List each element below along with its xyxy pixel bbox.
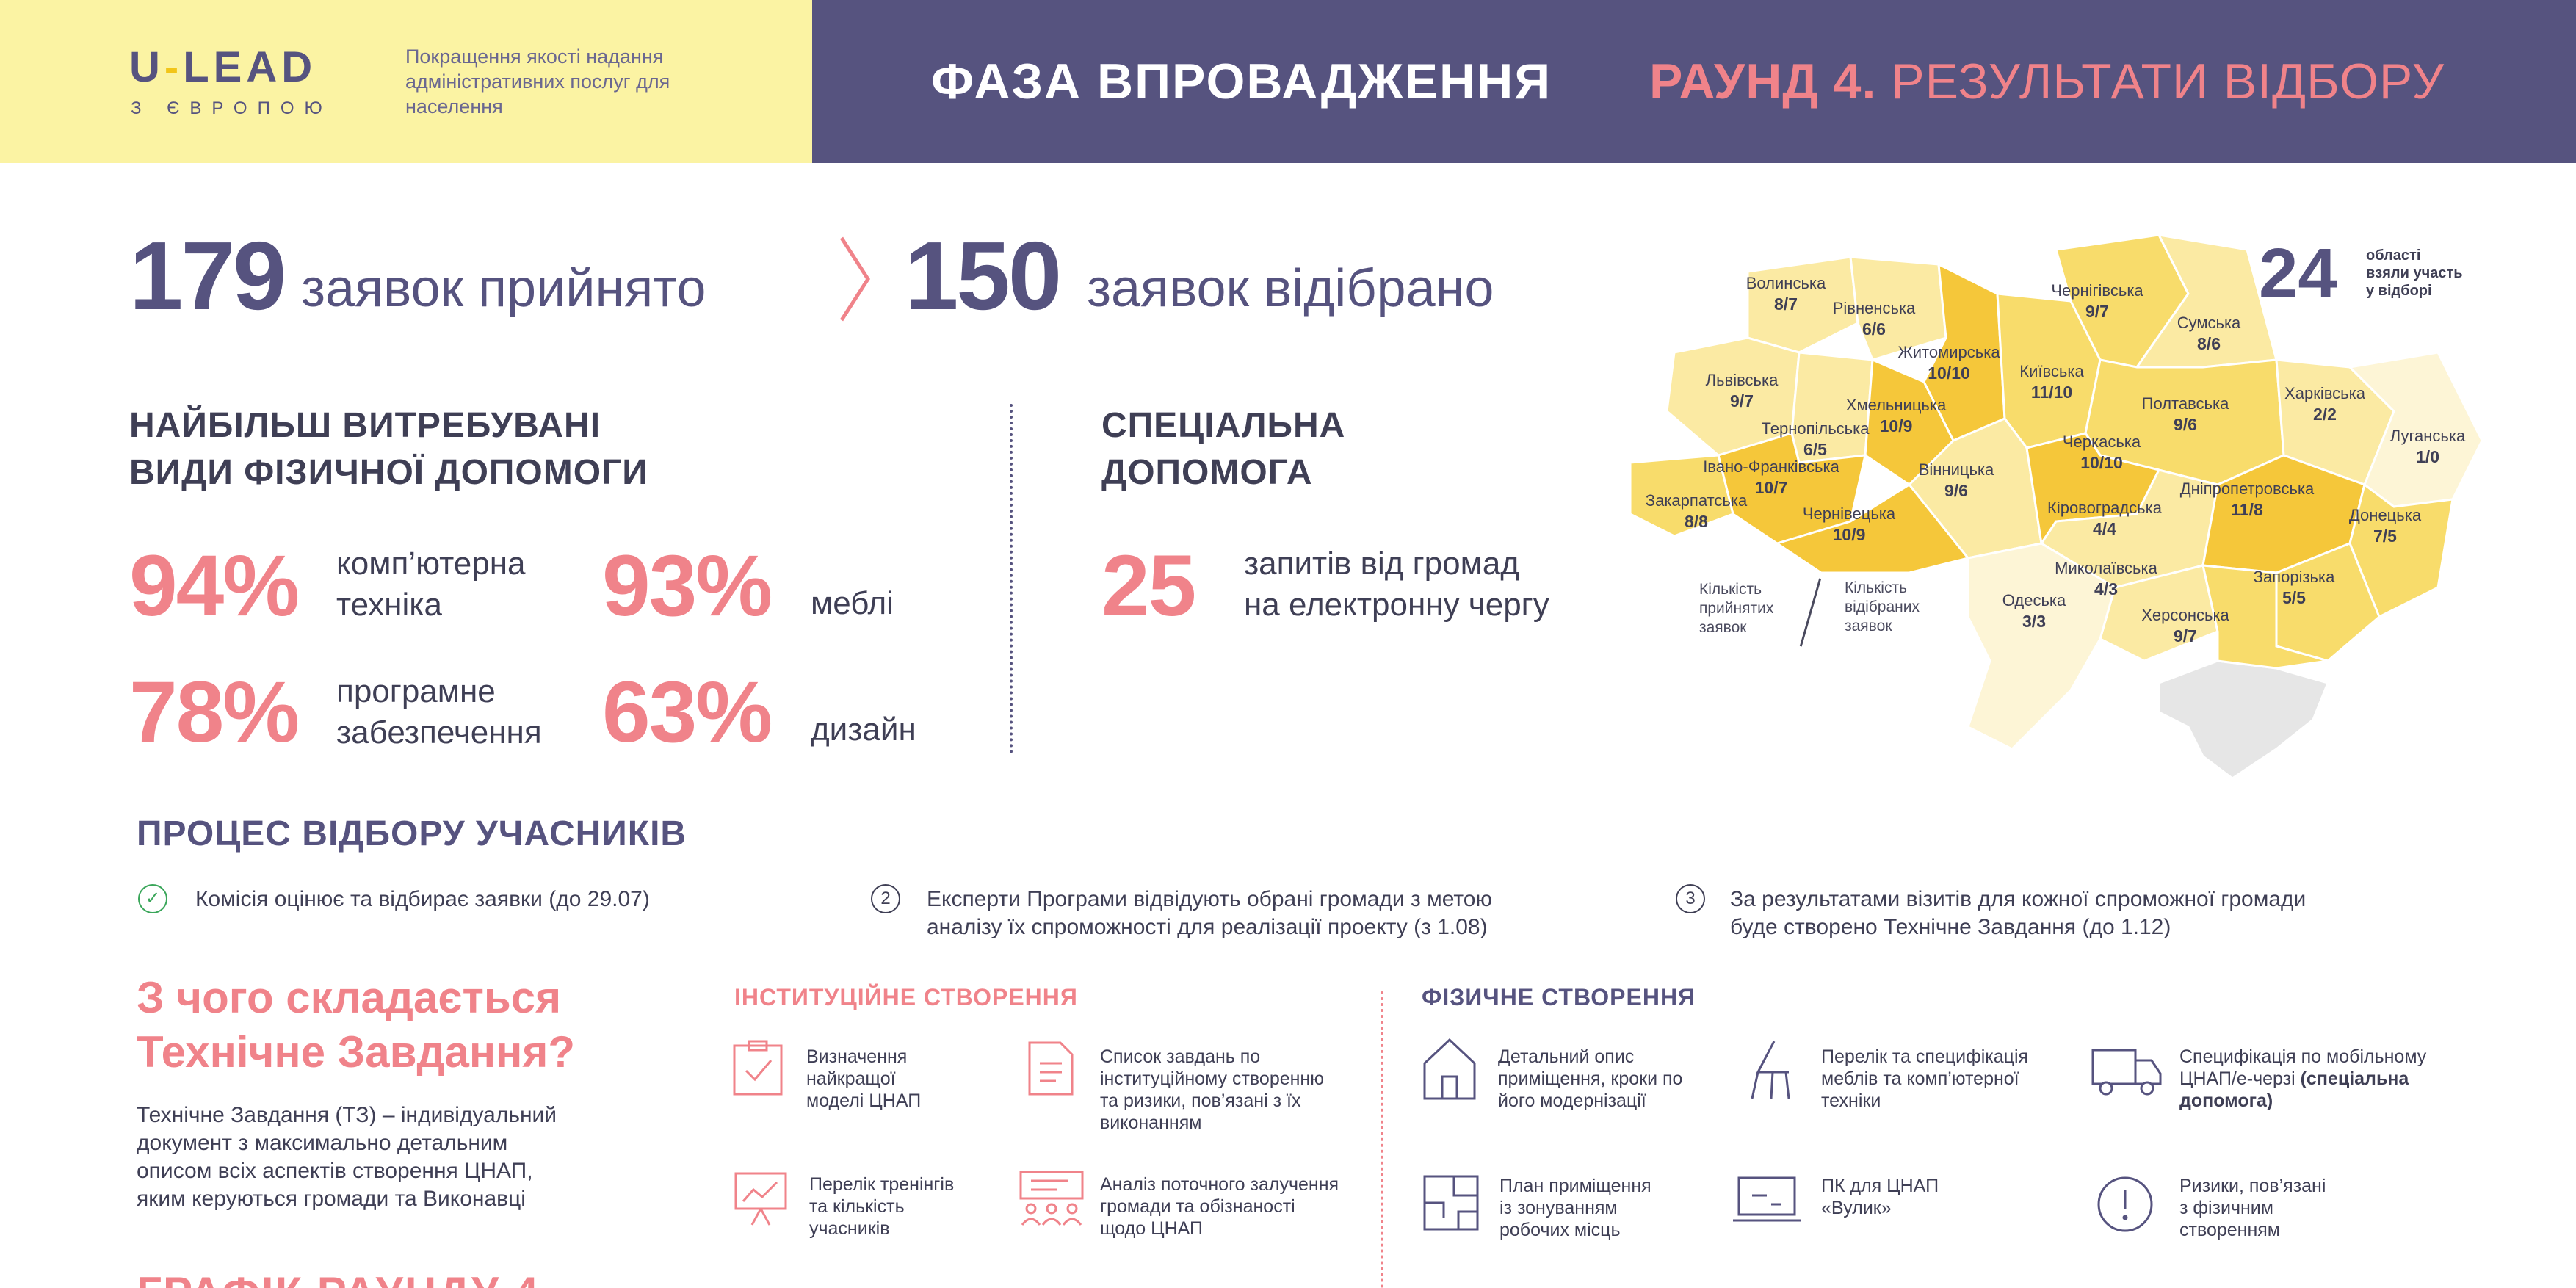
pct-software-label: програмне забезпечення — [336, 673, 542, 750]
physical-help-title: НАЙБІЛЬШ ВИТРЕБУВАНІ ВИДИ ФІЗИЧНОЇ ДОПОМО… — [129, 406, 648, 492]
region-label-khmelnytskyi: Хмельницька 10/9 — [1845, 396, 1947, 435]
region-label-ternopil: Тернопільська 6/5 — [1761, 419, 1870, 459]
region-label-vinnytsia: Вінницька 9/6 — [1918, 460, 1994, 500]
pct-computer: 94% — [129, 538, 300, 634]
round-title: РАУНД 4. РЕЗУЛЬТАТИ ВІДБОРУ — [1649, 54, 2445, 109]
clipboard-check-icon — [728, 1038, 787, 1097]
region-label-zhytomyr: Житомирська 10/10 — [1897, 343, 2000, 383]
region-ivano-frankivsk — [1717, 432, 1867, 545]
logo: U-LEAD — [129, 43, 317, 91]
header-right-panel — [812, 0, 2576, 163]
check-icon: ✓ — [138, 884, 167, 913]
truck-icon — [2090, 1046, 2162, 1104]
chevron-right-icon — [837, 234, 872, 328]
phys-item-5: ПК для ЦНАП «Вулик» — [1821, 1176, 1939, 1218]
header-left-panel — [0, 0, 812, 163]
document-list-icon — [1021, 1038, 1079, 1097]
chair-icon — [1745, 1038, 1803, 1099]
schedule-title: ГРАФІК РАУНДУ 4 — [137, 1267, 540, 1288]
pct-furniture: 93% — [602, 538, 773, 634]
region-label-sumy: Сумська 8/6 — [2177, 314, 2241, 353]
region-label-donetsk: Донецька 7/5 — [2348, 506, 2422, 546]
process-step-3: За результатами візитів для кожної спром… — [1730, 887, 2307, 939]
region-label-lviv: Львівська 9/7 — [1705, 371, 1779, 410]
process-step-2: Експерти Програми відвідують обрані гром… — [927, 887, 1492, 939]
regions-count: 24 — [2259, 234, 2337, 313]
step-number-3-icon: 3 — [1676, 884, 1705, 913]
audience-board-icon — [1016, 1169, 1084, 1228]
inst-item-2: Список завдань по інституційному створенн… — [1100, 1046, 1324, 1133]
special-help-count: 25 — [1101, 538, 1196, 634]
inst-item-1: Визначення найкращої моделі ЦНАП — [806, 1046, 922, 1111]
accepted-label: заявок прийнято — [301, 259, 706, 318]
step-number-2-icon: 2 — [871, 884, 900, 913]
special-help-label: запитів від громад на електронну чергу — [1244, 546, 1549, 623]
region-volyn — [1746, 256, 1859, 354]
selected-count: 150 — [905, 222, 1062, 330]
laptop-icon — [1730, 1175, 1801, 1234]
region-label-volyn: Волинська 8/7 — [1745, 274, 1826, 314]
region-label-zakarpattia: Закарпатська 8/8 — [1645, 491, 1748, 531]
phys-item-1: Детальний опис приміщення, кроки по його м… — [1498, 1046, 1683, 1111]
floor-plan-icon — [1422, 1173, 1480, 1232]
section-divider — [1010, 404, 1013, 753]
institutional-title: ІНСТИТУЦІЙНЕ СТВОРЕННЯ — [734, 984, 1078, 1010]
house-icon — [1420, 1035, 1479, 1100]
region-label-cherkasy: Черкаська 10/10 — [2062, 433, 2141, 472]
region-label-rivne: Рівненська 6/6 — [1832, 299, 1916, 339]
process-step-1: Комісія оцінює та відбирає заявки (до 29… — [195, 887, 650, 911]
regions-count-label: області взяли участь у відборі — [2366, 247, 2463, 299]
header-description: Покращення якості надання адміністративн… — [405, 46, 670, 117]
region-label-chernihiv: Чернігівська 9/7 — [2051, 281, 2143, 321]
region-label-luhansk: Луганська 1/0 — [2389, 427, 2466, 466]
physical-creation-title: ФІЗИЧНЕ СТВОРЕННЯ — [1422, 984, 1696, 1010]
region-label-ivano-frankivsk: Івано-Франківська 10/7 — [1703, 457, 1839, 497]
presentation-chart-icon — [731, 1169, 790, 1228]
tz-description: Технічне Завдання (ТЗ) – індивідуальний д… — [137, 1103, 557, 1211]
inst-item-4: Аналіз поточного залучення громади та обі… — [1100, 1174, 1339, 1239]
region-label-kyiv: Київська 11/10 — [2019, 362, 2084, 402]
ukraine-map — [1629, 220, 2483, 793]
region-rivne — [1849, 256, 1947, 361]
region-label-mykolaiv: Миколаївська 4/3 — [2055, 559, 2157, 598]
logo-subtitle: З ЄВРОПОЮ — [131, 98, 333, 118]
phys-item-6: Ризики, пов’язані з фізичним створенням — [2179, 1176, 2326, 1240]
region-label-poltava: Полтавська 9/6 — [2141, 394, 2229, 434]
legend-accepted: Кількість прийнятих заявок — [1699, 581, 1774, 636]
accepted-count: 179 — [129, 222, 286, 330]
inst-item-3: Перелік тренінгів та кількість учасників — [809, 1174, 955, 1239]
legend-selected: Кількість відібраних заявок — [1845, 579, 1920, 634]
region-label-odesa: Одеська 3/3 — [2002, 591, 2066, 631]
region-label-kherson: Херсонська 9/7 — [2141, 606, 2229, 645]
region-label-zaporizhzhia: Запорізька 5/5 — [2253, 568, 2335, 607]
pct-furniture-label: меблі — [811, 585, 894, 621]
phys-item-3: Специфікація по мобільному ЦНАП/е-черзі (… — [2179, 1046, 2427, 1111]
phase-title: ФАЗА ВПРОВАДЖЕННЯ — [931, 54, 1552, 109]
region-label-chernivtsi: Чернівецька 10/9 — [1802, 504, 1896, 544]
pct-computer-label: комп’ютерна техніка — [336, 546, 526, 623]
region-odesa — [1967, 542, 2116, 750]
pct-design: 63% — [602, 664, 773, 761]
selected-label: заявок відібрано — [1087, 259, 1494, 318]
phys-item-2: Перелік та специфікація меблів та комп’ют… — [1821, 1046, 2029, 1111]
region-zakarpattia — [1629, 454, 1734, 538]
phys-item-4: План приміщення із зонуванням робочих місц… — [1499, 1176, 1651, 1240]
region-label-kirovohrad: Кіровоградська 4/4 — [2047, 499, 2162, 538]
warning-icon — [2096, 1175, 2154, 1234]
process-title: ПРОЦЕС ВІДБОРУ УЧАСНИКІВ — [137, 814, 687, 853]
region-label-kharkiv: Харківська 2/2 — [2284, 384, 2365, 424]
region-crimea — [2157, 659, 2330, 780]
special-help-title: СПЕЦІАЛЬНА ДОПОМОГА — [1101, 406, 1346, 492]
pct-design-label: дизайн — [811, 712, 916, 748]
region-label-dnipropetrovsk: Дніпропетровська 11/8 — [2179, 480, 2315, 519]
pct-software: 78% — [129, 664, 300, 761]
tz-title: З чого складається Технічне Завдання? — [137, 973, 576, 1077]
category-divider — [1381, 991, 1383, 1288]
region-kherson — [2201, 564, 2329, 670]
